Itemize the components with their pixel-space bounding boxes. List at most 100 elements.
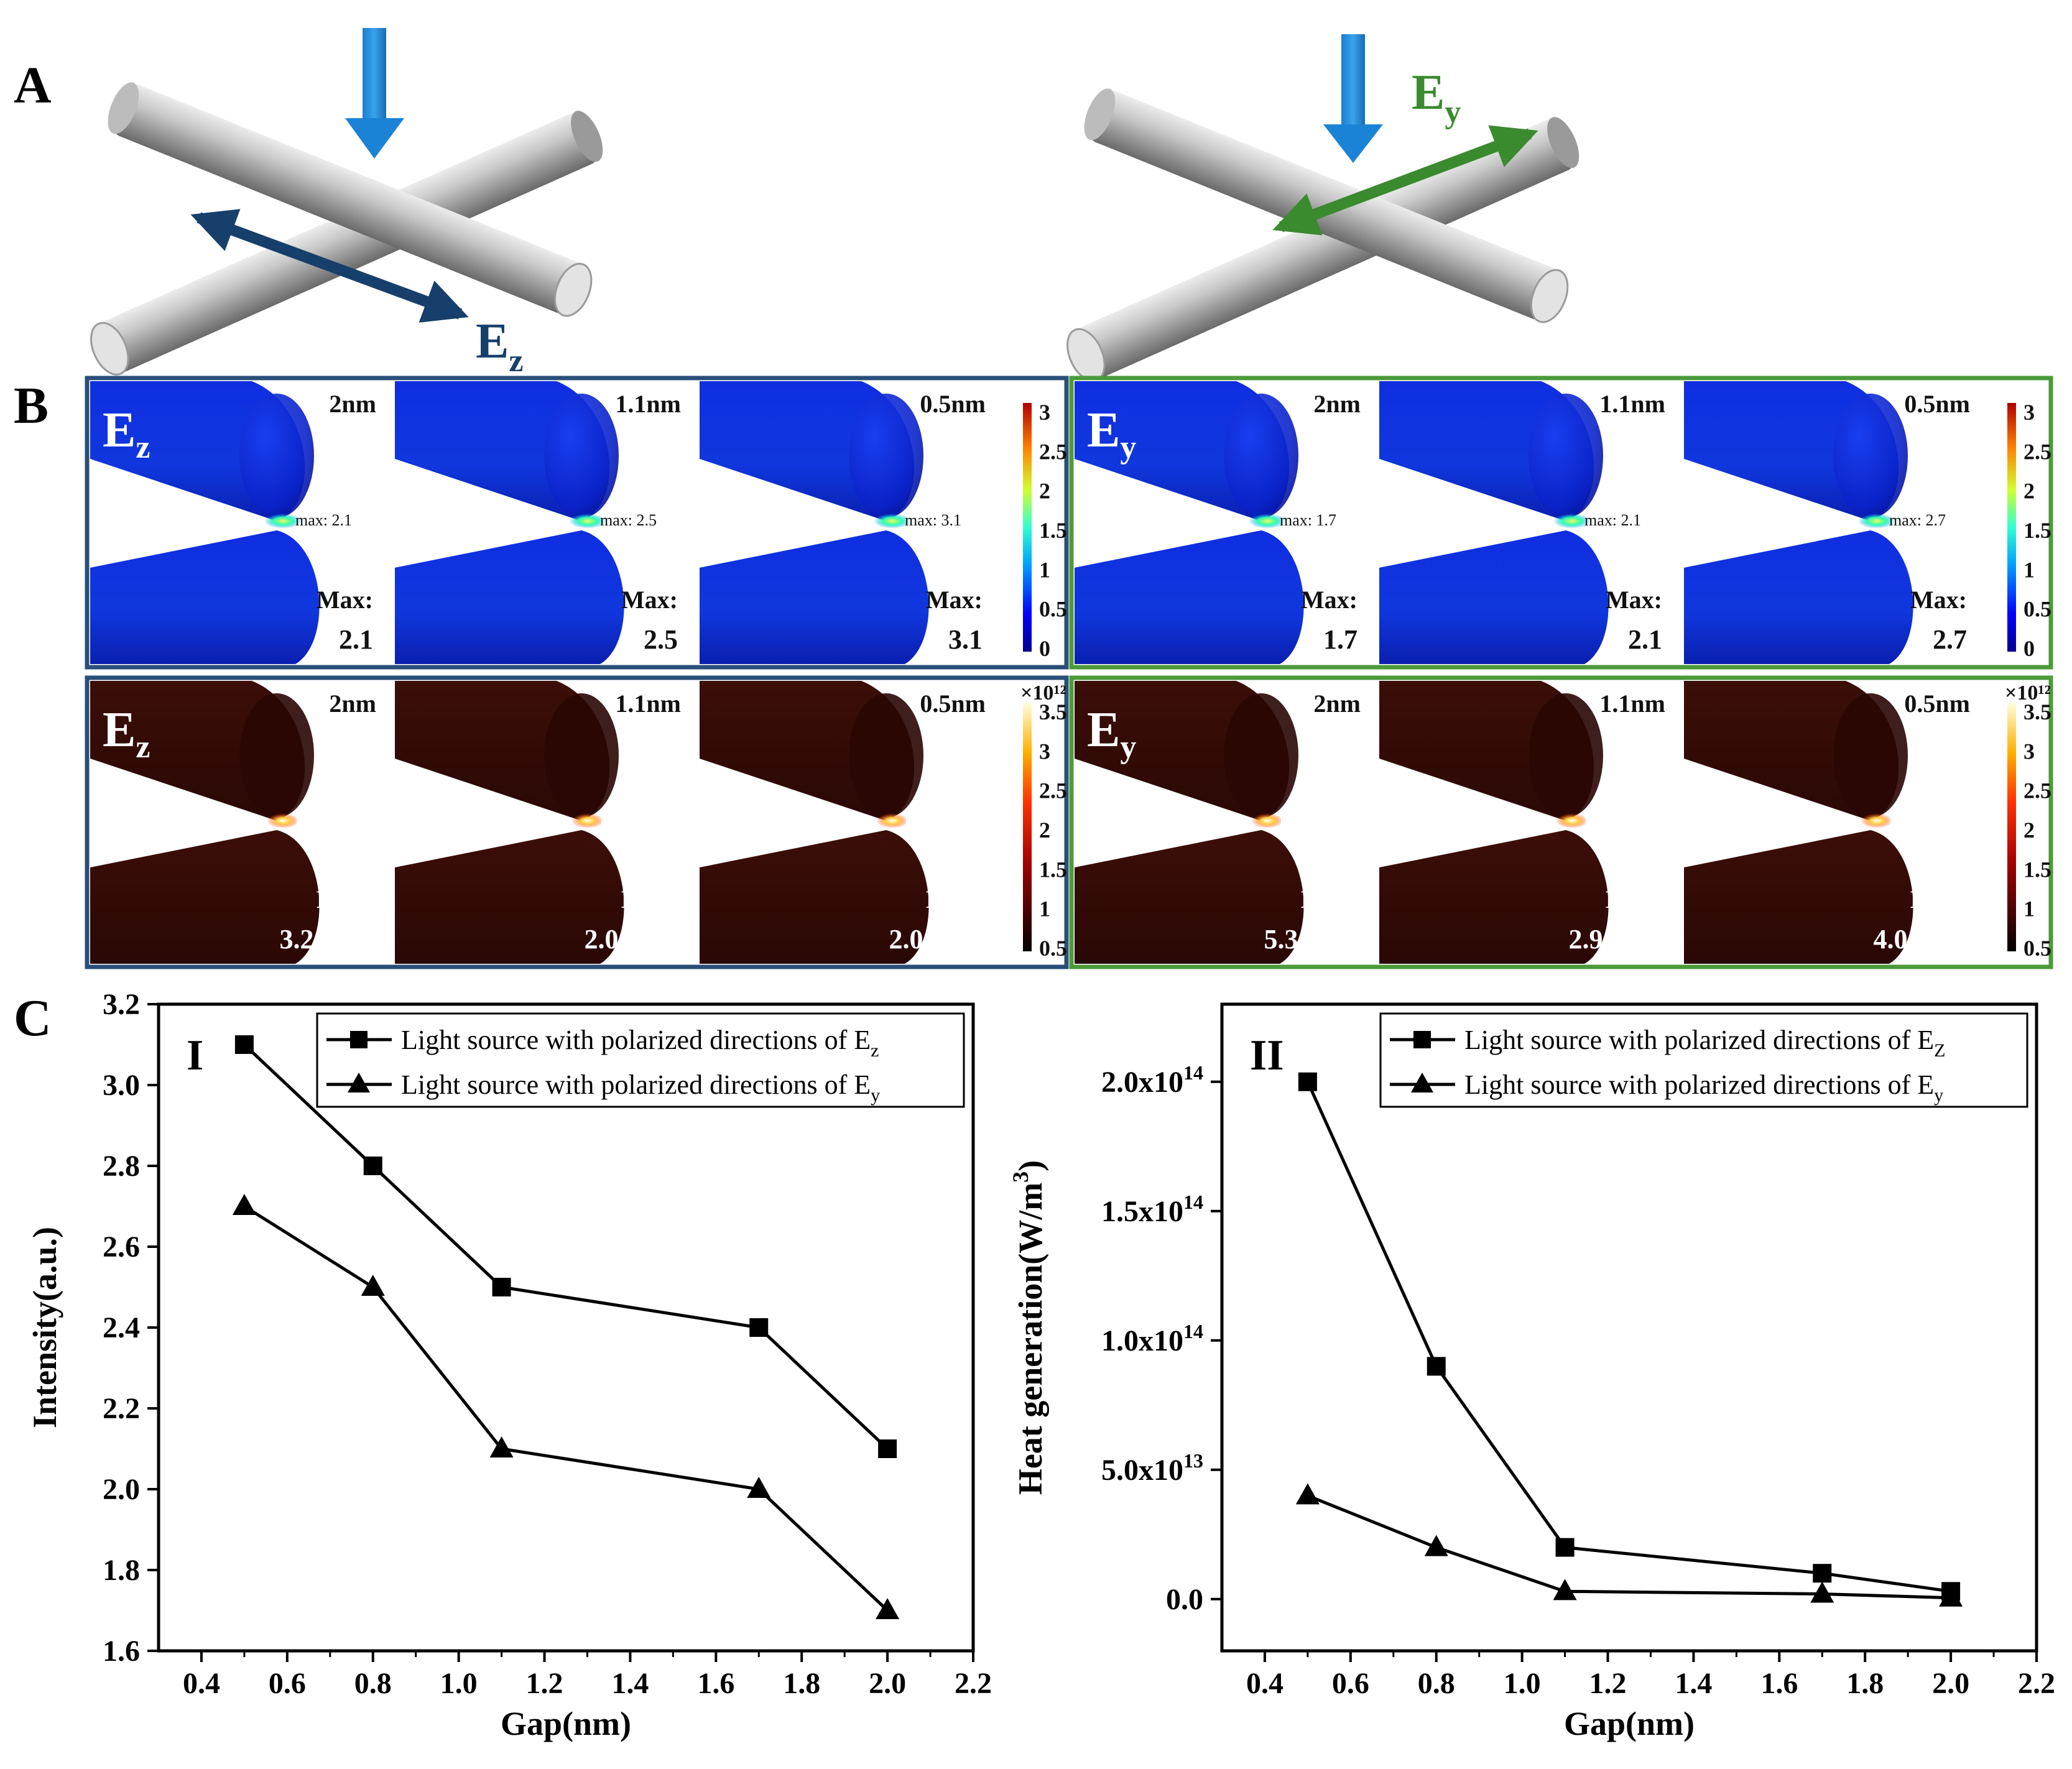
colorbar-tick: 2.5 xyxy=(2023,439,2051,464)
field-map: 1.1nm max: 2.5 Max: 2.5 xyxy=(395,381,681,664)
x-tick-label: 2.0 xyxy=(869,1667,906,1700)
x-tick-label: 0.8 xyxy=(354,1667,392,1700)
colorbar-tick: 3 xyxy=(1039,739,1050,764)
data-point-triangle xyxy=(747,1477,771,1498)
data-point-square xyxy=(1555,1538,1575,1557)
colorbar-tick: 0.5 xyxy=(2023,597,2051,622)
ez-polarization-arrow xyxy=(190,209,469,323)
max-caption: Max: xyxy=(1606,586,1662,614)
inline-max-label: max: 2.0×10¹³ xyxy=(600,811,691,829)
x-tick-label: 0.6 xyxy=(1332,1667,1369,1700)
chart-ii: 0.4 0.6 0.8 1.0 1.2 1.4 1.6 1.8 2.0 2.2 0.0 5.0x101… xyxy=(1008,1002,2055,1742)
panel-a: A Ez xyxy=(14,28,1579,382)
gap-label: 1.1nm xyxy=(1599,690,1665,718)
colorbar-tick: 3 xyxy=(2023,739,2035,764)
colorbar-tick: 0.5 xyxy=(1039,597,1067,622)
legend-entry: Light source with polarized directions o… xyxy=(401,1025,879,1061)
legend-marker-square xyxy=(350,1031,368,1048)
max-value: 5.3×10¹¹ xyxy=(1264,924,1357,954)
gap-label: 2nm xyxy=(329,690,376,718)
colorbar-tick: 2 xyxy=(2023,818,2035,843)
crossed-rods-right: Ey xyxy=(1066,34,1579,382)
legend-entry: Light source with polarized directions o… xyxy=(1464,1069,1943,1106)
x-tick-label: 1.2 xyxy=(1589,1667,1627,1700)
max-value: 2.0×10¹⁴ xyxy=(889,924,983,954)
x-tick-label: 2.2 xyxy=(955,1667,992,1700)
data-point-square xyxy=(1427,1357,1446,1376)
field-map: 1.1nm max: 2.0×10¹³ Max: 2.0×10¹³ xyxy=(395,681,691,964)
max-value: 1.7 xyxy=(1323,624,1357,655)
legend-marker-triangle xyxy=(348,1073,370,1092)
colorbar-tick: 2 xyxy=(2023,479,2035,504)
legend-entry: Light source with polarized directions o… xyxy=(401,1069,880,1106)
colorbar-exponent: ×10¹² xyxy=(2005,681,2051,704)
data-point-square xyxy=(363,1157,382,1175)
data-point-triangle xyxy=(1810,1581,1834,1603)
max-value: 4.0×10¹³ xyxy=(1874,924,1967,954)
max-caption: Max: xyxy=(1910,885,1967,913)
incident-light-arrow-right xyxy=(1323,34,1383,163)
colorbar-tick: 0 xyxy=(2023,636,2035,661)
data-point-square xyxy=(492,1278,511,1296)
colorbar xyxy=(1023,703,1032,951)
max-value: 2.1 xyxy=(1628,624,1662,655)
data-point-square xyxy=(878,1439,897,1458)
colorbar-tick: 0.5 xyxy=(1039,936,1067,961)
x-axis-label: Gap(nm) xyxy=(1564,1705,1695,1742)
panel-c: C 0.4 0.6 0.8 1.0 1.2 1.4 1.6 1.8 2.0 2.2 1.6 1.8 2.… xyxy=(14,988,2055,1742)
inline-max-label: max: 2.7 xyxy=(1889,511,1946,529)
data-point-square xyxy=(234,1035,254,1054)
chart-panel-label: I xyxy=(187,1032,203,1079)
series-line xyxy=(1307,1494,1951,1600)
colorbar-tick: 1.5 xyxy=(1039,857,1067,882)
colorbar-tick: 0 xyxy=(1039,636,1050,661)
ey-arrow-label: Ey xyxy=(1412,65,1461,130)
colorbar-tick: 2.5 xyxy=(1039,778,1067,803)
data-point-triangle xyxy=(876,1598,900,1619)
crossed-rods-left: Ez xyxy=(90,28,603,379)
chart-i: 0.4 0.6 0.8 1.0 1.2 1.4 1.6 1.8 2.0 2.2 1.6 1.8 2.0 2… xyxy=(26,988,992,1742)
y-tick-label: 3.0 xyxy=(103,1069,140,1102)
colorbar-tick: 1 xyxy=(2023,557,2035,582)
field-label: Ez xyxy=(103,403,150,465)
gap-label: 1.1nm xyxy=(615,690,681,718)
gap-label: 2nm xyxy=(1313,390,1361,418)
colorbar-tick: 3 xyxy=(2023,400,2035,425)
max-caption: Max: xyxy=(1301,885,1357,913)
max-value: 3.1 xyxy=(948,624,983,655)
max-caption: Max: xyxy=(926,586,983,614)
data-point-square xyxy=(1813,1564,1832,1583)
field-label: Ey xyxy=(1087,403,1136,465)
map-row-z-heat: 2nm max: 3.2×10¹² Max: 3.2×10¹² 1.1nm max: 2.… xyxy=(85,675,1069,969)
inline-max-label: max: 2.1 xyxy=(295,511,352,529)
field-label: Ey xyxy=(1087,703,1136,765)
ey-polarization-arrow xyxy=(1272,125,1538,236)
max-caption: Max: xyxy=(621,586,678,614)
data-point-triangle xyxy=(232,1194,256,1215)
y-tick-label: 2.2 xyxy=(103,1392,140,1425)
max-caption: Max: xyxy=(317,586,373,614)
gap-label: 2nm xyxy=(329,390,376,418)
field-label: Ez xyxy=(103,703,150,765)
y-tick-label: 2.8 xyxy=(103,1150,140,1183)
y-axis-label: Heat generation(W/m3) xyxy=(1008,1160,1049,1495)
y-tick-label: 1.5x1014 xyxy=(1101,1191,1203,1228)
field-map: 0.5nm max: 3.1 Max: 3.1 xyxy=(700,381,986,664)
colorbar-tick: 1.5 xyxy=(2023,518,2051,543)
incident-light-arrow-left xyxy=(345,28,404,159)
max-caption: Max: xyxy=(1910,586,1967,614)
field-map: 0.5nm max: 4.0×10¹³ Max: 4.0×10¹³ xyxy=(1684,681,1981,964)
field-map: 1.1nm max: 2.9×10¹² Max: 2.9×10¹² xyxy=(1379,681,1676,964)
inline-max-label: max: 2.9×10¹² xyxy=(1584,811,1676,829)
field-map: 2nm max: 5.3×10¹¹ Max: 5.3×10¹¹ xyxy=(1075,681,1371,964)
x-tick-label: 1.4 xyxy=(1675,1667,1712,1700)
max-caption: Max: xyxy=(1606,885,1662,913)
legend: Light source with polarized directions o… xyxy=(316,1012,965,1108)
colorbar-tick: 1.5 xyxy=(2023,857,2051,882)
data-point-triangle xyxy=(361,1275,385,1296)
plot-frame xyxy=(1220,1002,2038,1653)
x-tick-label: 1.0 xyxy=(440,1667,478,1700)
field-map: 0.5nm max: 2.0×10¹⁴ Max: 2.0×10¹⁴ xyxy=(700,681,997,964)
x-tick-label: 1.6 xyxy=(1760,1667,1798,1700)
